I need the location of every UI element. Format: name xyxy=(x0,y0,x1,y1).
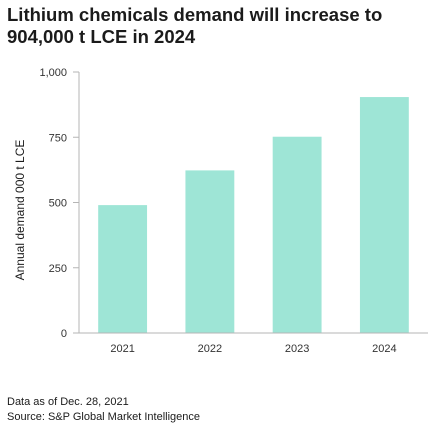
chart-title: Lithium chemicals demand will increase t… xyxy=(7,4,383,47)
y-tick-label: 1,000 xyxy=(39,67,67,79)
bar-2023 xyxy=(272,136,322,333)
y-tick-label: 250 xyxy=(49,263,67,275)
x-axis: 2021 2022 2023 2024 xyxy=(79,332,428,355)
y-tick-label: 750 xyxy=(49,132,67,144)
bars xyxy=(98,97,409,333)
footnotes: Data as of Dec. 28, 2021 Source: S&P Glo… xyxy=(7,395,200,425)
y-tick-label: 0 xyxy=(61,328,67,340)
bar-2024 xyxy=(359,97,409,333)
bar-2021 xyxy=(98,205,148,333)
y-tick-label: 500 xyxy=(49,198,67,210)
x-tick-label: 2024 xyxy=(372,343,396,355)
x-tick-labels: 2021 2022 2023 2024 xyxy=(110,343,396,355)
x-tick-label: 2023 xyxy=(285,343,309,355)
y-axis-title: Annual demand 000 t LCE xyxy=(13,140,27,281)
bar-2022 xyxy=(185,170,235,333)
y-axis: 0 250 500 750 1,000 Annual demand 000 t LCE xyxy=(13,67,80,340)
x-tick-label: 2021 xyxy=(110,343,134,355)
source-note: Source: S&P Global Market Intelligence xyxy=(7,411,201,423)
x-tick-label: 2022 xyxy=(198,343,222,355)
data-date-note: Data as of Dec. 28, 2021 xyxy=(7,396,129,408)
y-tick-marks xyxy=(73,71,79,334)
y-tick-labels: 0 250 500 750 1,000 xyxy=(39,67,67,340)
